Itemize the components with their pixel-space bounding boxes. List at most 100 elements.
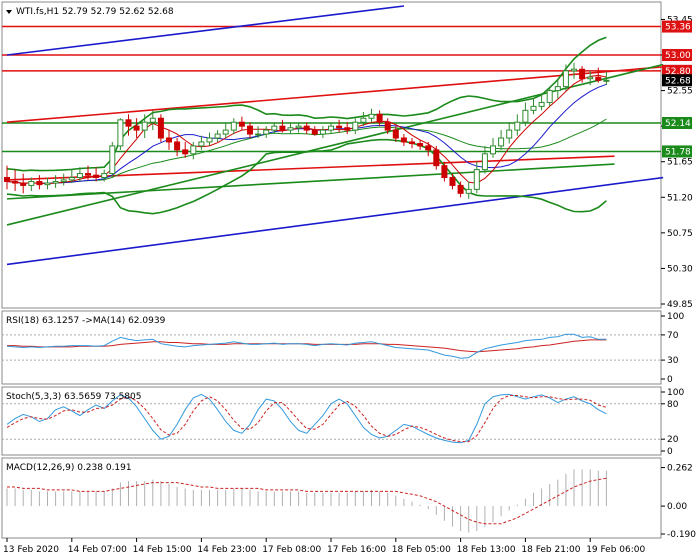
stoch-tick-label: 80 [667, 400, 679, 410]
candle-body [44, 182, 51, 186]
stoch-panel-frame [1, 386, 662, 456]
candle-body [133, 125, 140, 131]
candle [44, 177, 51, 190]
candle [68, 169, 75, 184]
time-tick-label: 14 Feb 07:00 [68, 545, 127, 555]
candle-body [481, 153, 488, 171]
candle [222, 122, 229, 139]
candle [198, 135, 205, 150]
price-tag-label: 52.80 [665, 67, 691, 77]
trendline[interactable] [6, 163, 615, 200]
candle-body [352, 121, 359, 131]
candle [449, 173, 456, 190]
candle [417, 140, 424, 150]
time-tick-label: 17 Feb 16:00 [327, 545, 386, 555]
trendline[interactable] [6, 66, 664, 123]
candle [206, 132, 213, 146]
candle [20, 173, 27, 194]
candle-body [546, 90, 553, 103]
rsi-ma-line [7, 339, 607, 353]
candle [157, 114, 164, 142]
candle-body [20, 182, 27, 186]
candle-body [68, 177, 75, 181]
macd-tick-label: -0.190 [667, 530, 696, 540]
candle-body [182, 149, 189, 155]
candle [522, 102, 529, 127]
price-tag-label: 51.78 [665, 147, 691, 157]
candle [36, 175, 43, 190]
candle-body [206, 137, 213, 143]
candle [101, 169, 108, 182]
time-tick-label: 18 Feb 13:00 [457, 545, 516, 555]
candle-body [4, 177, 10, 182]
candle [506, 122, 513, 144]
candle [392, 126, 399, 142]
candle-body [498, 137, 505, 147]
candle [587, 70, 594, 86]
trendline[interactable] [6, 176, 664, 266]
candle-body [109, 145, 116, 175]
candle-body [506, 129, 513, 139]
time-tick-label: 13 Feb 2020 [3, 545, 59, 555]
trendline[interactable] [6, 155, 615, 181]
time-tick-label: 18 Feb 21:00 [521, 545, 580, 555]
candle-body [514, 121, 521, 131]
candle-body [287, 127, 294, 131]
candle-body [579, 68, 586, 80]
candle-body [433, 149, 440, 167]
candle [12, 169, 19, 191]
candle [603, 71, 610, 86]
price-tag-label: 53.00 [665, 51, 691, 61]
candle [384, 118, 391, 135]
candle [336, 119, 343, 133]
candle-body [392, 129, 399, 139]
candle [409, 138, 415, 149]
price-tag [662, 145, 692, 158]
candle-body [214, 133, 221, 139]
candle-body [473, 169, 480, 190]
triangle-down-icon[interactable] [6, 10, 12, 14]
trendline[interactable] [6, 5, 404, 56]
candle-body [279, 125, 286, 131]
stoch-tick-label: 20 [667, 435, 679, 445]
candle [571, 62, 577, 79]
candle [538, 94, 545, 111]
price-tick-label: 51.20 [667, 193, 693, 203]
candle-body [336, 125, 343, 129]
candle [311, 126, 318, 136]
candle [93, 167, 100, 182]
candle-body [441, 165, 448, 179]
rsi-tick-label: 100 [667, 312, 684, 322]
price-tag [662, 74, 692, 87]
macd-header: MACD(12,26,9) 0.238 0.191 [6, 463, 132, 473]
candle-body [328, 125, 334, 131]
candle-body [571, 68, 577, 72]
candle [457, 181, 464, 198]
candle [109, 141, 116, 178]
candle-body [538, 101, 545, 107]
candle-body [554, 86, 561, 92]
candle [149, 110, 156, 131]
candle-body [247, 125, 253, 135]
candle-body [465, 188, 472, 194]
candle-body [93, 174, 100, 179]
candle [230, 118, 237, 135]
candle-body [157, 117, 164, 139]
candle [190, 141, 197, 160]
candle-body [28, 180, 35, 186]
trendline[interactable] [6, 63, 664, 226]
macd-tick-label: 0.00 [667, 502, 687, 512]
candle [514, 114, 521, 136]
symbol-header: WTI.fs,H1 52.79 52.79 52.62 52.68 [16, 7, 174, 17]
candle-body [457, 184, 464, 194]
candle [303, 122, 310, 135]
rsi-tick-label: 30 [667, 356, 679, 366]
candle [76, 167, 83, 182]
candle [328, 122, 334, 135]
candle [465, 181, 472, 199]
candle [52, 175, 59, 188]
candle-body [263, 129, 270, 135]
candle [141, 114, 148, 139]
